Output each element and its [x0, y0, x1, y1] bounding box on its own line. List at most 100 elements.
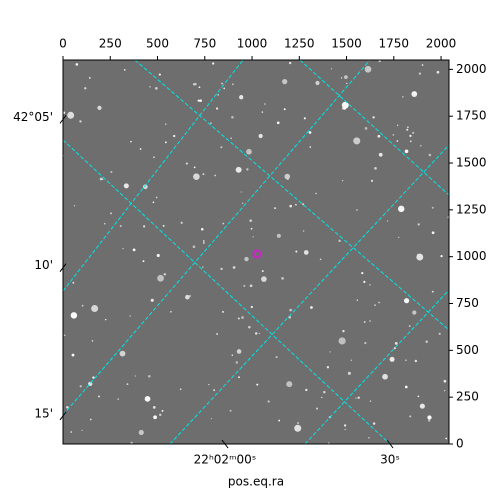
star — [303, 117, 306, 120]
star — [295, 250, 298, 253]
star — [185, 294, 190, 300]
star — [338, 337, 346, 345]
star — [152, 201, 155, 204]
star — [202, 266, 204, 268]
star — [221, 82, 223, 85]
grid-line — [169, 144, 449, 444]
star — [117, 398, 119, 400]
star — [364, 126, 368, 130]
star — [414, 359, 418, 363]
star — [155, 196, 158, 199]
star — [132, 248, 136, 252]
star — [303, 250, 309, 255]
star — [406, 126, 409, 129]
star — [149, 85, 151, 88]
star — [119, 350, 126, 357]
star — [223, 87, 226, 90]
star — [305, 388, 308, 392]
star — [261, 276, 267, 282]
star — [139, 148, 142, 150]
y-tick-label: 2000 — [456, 62, 487, 76]
star — [163, 273, 166, 276]
star — [302, 230, 305, 232]
star — [252, 236, 254, 238]
star — [356, 209, 358, 211]
dec-tick — [59, 411, 67, 421]
star — [210, 122, 212, 124]
star — [148, 374, 151, 378]
star — [84, 87, 87, 90]
star — [431, 206, 434, 209]
star — [134, 375, 136, 377]
star — [315, 192, 317, 195]
star — [421, 64, 424, 66]
star — [98, 395, 100, 398]
y-tick-label: 1000 — [456, 249, 487, 263]
x-tick-label: 0 — [59, 37, 67, 51]
star — [357, 396, 360, 400]
star — [232, 266, 236, 269]
star — [370, 179, 374, 182]
star — [445, 437, 448, 440]
star — [194, 82, 197, 86]
star — [404, 385, 408, 389]
star — [276, 233, 281, 238]
y-tick-label: 0 — [456, 437, 464, 451]
star — [297, 422, 299, 424]
star — [323, 390, 326, 394]
star — [431, 231, 435, 235]
image — [63, 60, 449, 444]
dec-tick-label: 42°05' — [13, 110, 53, 124]
star — [144, 396, 151, 402]
star — [264, 103, 266, 105]
star — [372, 116, 375, 119]
star — [110, 212, 112, 215]
star — [256, 383, 259, 386]
star — [409, 134, 412, 138]
star — [213, 389, 216, 392]
star — [156, 253, 160, 258]
star — [369, 400, 372, 402]
grid-line — [63, 60, 244, 292]
star — [210, 418, 213, 420]
ra-tick-label: 30ˢ — [380, 453, 400, 467]
star — [368, 437, 370, 439]
star — [104, 318, 107, 321]
star — [418, 72, 422, 75]
grid-line — [63, 139, 391, 444]
star — [329, 351, 331, 353]
star — [438, 332, 441, 335]
star — [88, 77, 91, 79]
star — [92, 376, 95, 379]
star — [392, 133, 395, 136]
star — [284, 173, 291, 180]
star — [420, 144, 422, 147]
grid-line — [304, 289, 449, 444]
star — [341, 180, 344, 182]
star — [283, 108, 286, 111]
star — [369, 284, 371, 286]
star — [409, 415, 412, 418]
star — [221, 310, 225, 313]
star — [130, 441, 133, 444]
star — [67, 111, 75, 119]
star — [338, 239, 341, 243]
star — [63, 111, 66, 114]
star — [197, 99, 200, 102]
star — [238, 376, 240, 379]
star — [344, 428, 346, 431]
star — [419, 403, 425, 409]
star — [408, 325, 411, 327]
star — [413, 91, 417, 95]
star — [198, 86, 201, 89]
star — [241, 316, 244, 319]
star — [231, 115, 234, 119]
star — [396, 140, 399, 142]
star — [250, 227, 253, 230]
star — [369, 320, 371, 322]
star — [363, 320, 366, 324]
star — [90, 418, 92, 421]
star — [220, 267, 223, 271]
grid-line — [63, 60, 371, 416]
y-tick-label: 250 — [456, 390, 479, 404]
